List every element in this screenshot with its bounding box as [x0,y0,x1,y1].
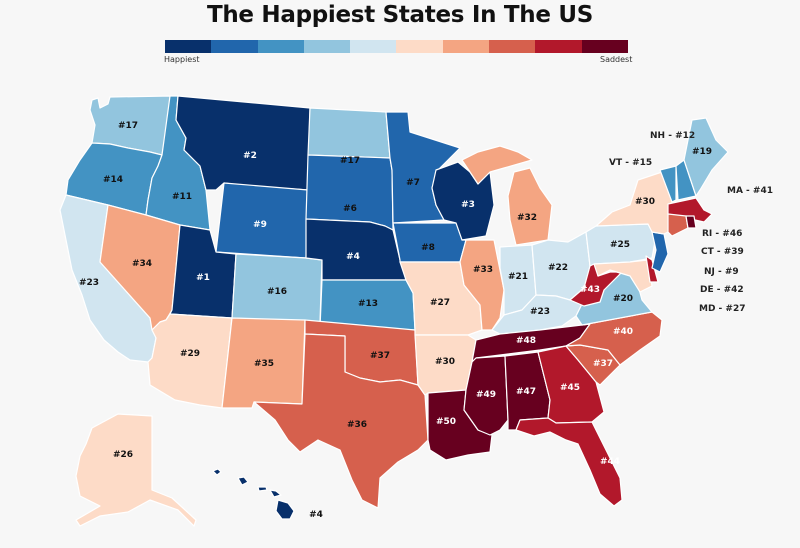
legend-swatch-4 [303,40,351,53]
label-WA: #17 [117,121,139,131]
label-OK: #37 [369,351,391,361]
label-WI: #3 [461,200,475,210]
label-OR: #14 [102,175,124,185]
label-IA: #8 [421,243,435,253]
label-AK: #26 [112,450,134,460]
legend-swatch-10 [581,40,628,53]
label-ID: #11 [171,192,193,202]
legend-high-label: Saddest [600,55,633,64]
label-CA: #23 [78,278,100,288]
state-FL[interactable] [515,417,623,507]
legend-swatch-5 [350,40,397,53]
label-ME: #19 [691,147,713,157]
label-FL: #44 [599,457,621,467]
label-IN: #21 [507,272,529,282]
label-OH: #22 [547,263,569,273]
label-NE: #4 [346,252,360,262]
label-AL: #47 [515,387,537,397]
label-MN: #7 [406,178,420,188]
label-TN: #48 [515,336,537,346]
legend-swatch-3 [257,40,304,53]
state-HI[interactable] [212,468,295,520]
legend-swatch-8 [489,40,536,53]
state-VT[interactable] [659,165,677,203]
callout-MD: MD - #27 [699,304,746,314]
state-NC[interactable] [565,311,663,366]
state-MD[interactable] [593,259,653,293]
state-SD[interactable] [305,154,394,231]
label-NV: #34 [131,259,153,269]
label-MS: #49 [475,390,497,400]
callout-NJ: NJ - #9 [704,267,739,277]
state-WV[interactable] [569,257,623,307]
state-AK[interactable] [75,413,197,527]
callout-RI: RI - #46 [702,229,743,239]
label-MI: #32 [516,213,538,223]
label-CO: #16 [266,287,288,297]
legend-swatch-2 [211,40,258,53]
legend-swatch-1 [165,40,212,53]
state-RI[interactable] [685,215,697,229]
label-MT: #2 [243,151,257,161]
label-AR: #30 [434,357,456,367]
state-MI-upper[interactable] [461,145,533,185]
label-LA: #50 [435,417,457,427]
label-KS: #13 [357,299,379,309]
label-NM: #35 [253,359,275,369]
callout-MA: MA - #41 [727,186,773,196]
label-VA: #20 [612,294,634,304]
state-AZ[interactable] [147,313,233,409]
label-WY: #9 [253,220,267,230]
state-TX[interactable] [253,333,429,509]
label-KY: #23 [529,307,551,317]
page-title: The Happiest States In The US [206,2,594,28]
label-UT: #1 [196,273,210,283]
label-SD: #6 [343,204,357,214]
legend-swatch-7 [442,40,490,53]
label-GA: #45 [559,383,581,393]
label-ND: #17 [339,156,361,166]
callout-CT: CT - #39 [701,247,744,257]
state-ND[interactable] [307,107,391,159]
state-DE[interactable] [645,255,659,283]
state-MI-lower[interactable] [507,167,553,246]
legend-swatch-6 [396,40,443,53]
callout-NH: NH - #12 [650,131,696,141]
label-SC: #37 [592,359,614,369]
color-legend [165,40,628,53]
label-AZ: #29 [179,349,201,359]
label-IL: #33 [472,265,494,275]
label-MO: #27 [429,298,451,308]
label-PA: #25 [609,240,631,250]
label-NC: #40 [612,327,634,337]
callout-VT: VT - #15 [609,158,653,168]
legend-swatch-9 [535,40,582,53]
state-NJ[interactable] [651,231,669,273]
label-TX: #36 [346,420,368,430]
state-CT[interactable] [667,213,689,237]
state-ME[interactable] [683,117,729,197]
legend-low-label: Happiest [164,55,200,64]
label-NY: #30 [634,197,656,207]
label-HI: #4 [309,510,323,520]
callout-DE: DE - #42 [700,285,744,295]
label-WV: #43 [579,285,601,295]
